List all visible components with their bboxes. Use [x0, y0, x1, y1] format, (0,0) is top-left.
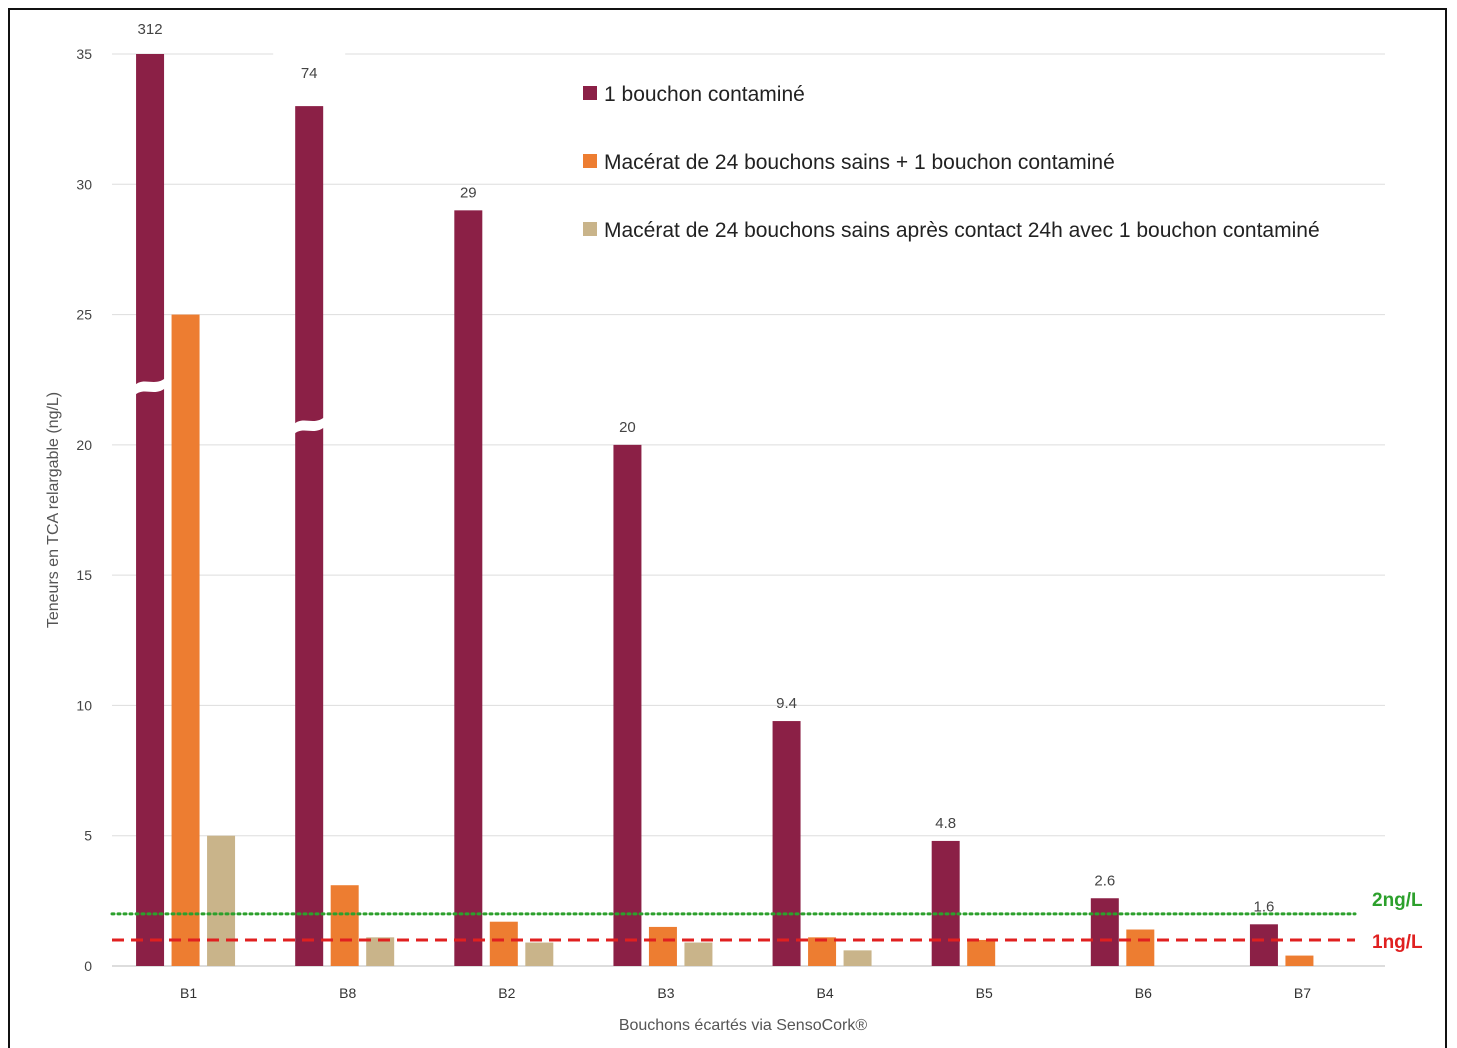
bar-b1-series-2 — [171, 314, 200, 967]
x-tick-label: B2 — [498, 985, 515, 1001]
data-label-b1: 312 — [138, 21, 163, 38]
data-label-b3: 20 — [619, 419, 636, 436]
data-label-b2: 29 — [460, 184, 477, 201]
reference-label: 1ng/L — [1372, 932, 1423, 953]
bar-b1-series-3 — [207, 835, 236, 966]
bar-b4-series-3 — [843, 950, 872, 966]
bar-b2-series-1 — [454, 210, 483, 967]
bar-b8-series-3 — [366, 937, 395, 966]
legend-swatch — [583, 86, 597, 100]
data-label-b6: 2.6 — [1094, 872, 1115, 889]
y-tick-label: 15 — [76, 567, 92, 583]
bars — [132, 54, 1314, 967]
chart-frame — [8, 8, 1447, 1048]
y-tick-label: 0 — [84, 958, 92, 974]
y-axis: 0 5 10 15 20 25 30 35 — [76, 46, 92, 974]
legend: 1 bouchon contaminé Macérat de 24 bouchon… — [583, 83, 1320, 242]
legend-label: 1 bouchon contaminé — [604, 83, 805, 106]
x-tick-label: B1 — [180, 985, 197, 1001]
x-axis-title: Bouchons écartés via SensoCork® — [619, 1017, 868, 1034]
bar-b8-series-1 — [295, 106, 324, 967]
label-background — [112, 12, 189, 44]
bar-b5-series-2 — [967, 939, 996, 966]
y-tick-label: 20 — [76, 437, 92, 453]
bar-b3-series-2 — [648, 926, 677, 966]
legend-label: Macérat de 24 bouchons sains après conta… — [604, 219, 1320, 242]
bar-b7-series-1 — [1249, 924, 1278, 966]
y-tick-label: 35 — [76, 46, 92, 62]
bar-b8-series-2 — [330, 885, 359, 966]
data-label-b8: 74 — [301, 65, 318, 82]
data-label-b7: 1.6 — [1254, 898, 1275, 915]
data-label-b4: 9.4 — [776, 695, 797, 712]
data-label-b5: 4.8 — [935, 815, 956, 832]
bar-b4-series-1 — [772, 721, 801, 966]
reference-label: 2ng/L — [1372, 890, 1423, 911]
y-tick-label: 30 — [76, 176, 92, 192]
legend-swatch — [583, 222, 597, 236]
y-tick-label: 25 — [76, 307, 92, 323]
x-tick-label: B8 — [339, 985, 356, 1001]
x-tick-label: B6 — [1135, 985, 1152, 1001]
bar-b6-series-1 — [1090, 898, 1119, 966]
bar-b1-series-1 — [136, 54, 165, 966]
x-tick-label: B5 — [976, 985, 993, 1001]
x-tick-label: B7 — [1294, 985, 1311, 1001]
x-tick-label: B4 — [817, 985, 834, 1001]
bar-b2-series-2 — [489, 921, 518, 966]
x-axis: B1 B8 B2 B3 B4 B5 B6 B7 — [180, 985, 1311, 1001]
bar-b2-series-3 — [525, 942, 554, 966]
legend-swatch — [583, 154, 597, 168]
y-axis-title: Teneurs en TCA relargable (ng/L) — [45, 392, 62, 628]
legend-label: Macérat de 24 bouchons sains + 1 bouchon… — [604, 151, 1115, 174]
bar-b6-series-2 — [1126, 929, 1155, 966]
reference-lines: 2ng/L 1ng/L — [110, 890, 1423, 953]
y-tick-label: 10 — [76, 697, 92, 713]
bar-b7-series-2 — [1285, 955, 1314, 966]
bar-b5-series-1 — [931, 840, 960, 966]
axis-break-mark — [291, 414, 328, 437]
bar-b3-series-3 — [684, 942, 713, 966]
x-tick-label: B3 — [657, 985, 674, 1001]
y-tick-label: 5 — [84, 828, 92, 844]
bar-b3-series-1 — [613, 444, 642, 966]
label-background — [273, 44, 346, 96]
axis-break-mark — [132, 375, 169, 398]
data-labels: 312 74 29 20 9.4 4.8 2.6 1.6 — [112, 12, 1274, 915]
bar-b4-series-2 — [808, 937, 837, 966]
